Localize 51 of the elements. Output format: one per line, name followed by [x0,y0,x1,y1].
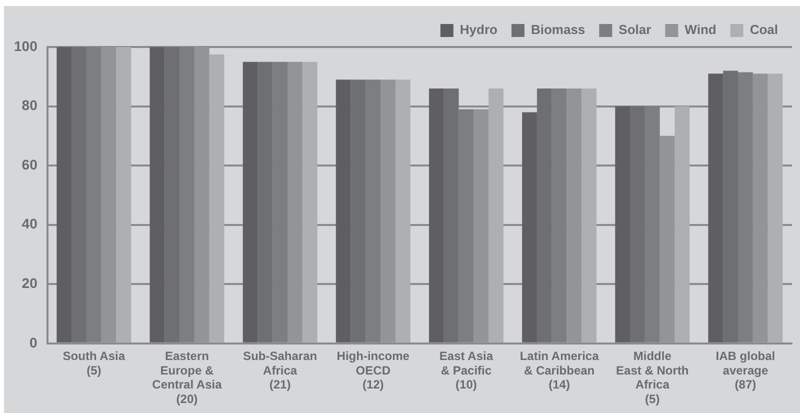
bar [458,109,474,342]
bar [116,47,132,342]
bar [768,74,783,342]
bar [366,80,381,342]
x-tick-label: Middle East & North Africa (5) [616,348,689,406]
bar [552,88,567,342]
bar [272,62,288,342]
bar [723,70,738,342]
x-tick-label: High-income OECD (12) [336,348,410,392]
y-tick-label: 0 [30,334,38,350]
x-tick-label: Sub-Saharan Africa (21) [243,348,318,392]
x-tick-label: IAB global average (87) [716,348,776,392]
bar [630,106,645,342]
legend-label: Solar [618,22,652,38]
bar [150,47,165,342]
bar [522,112,537,342]
x-tick-label: South Asia (5) [62,348,126,378]
bar [180,47,194,342]
bar [258,62,273,342]
bar [738,72,753,342]
bar [428,88,444,342]
bar [644,106,660,342]
x-tick-label: Latin America & Caribbean (14) [520,348,600,392]
legend-label: Wind [684,22,716,38]
bar [209,54,224,342]
bar [395,80,410,342]
bar [350,80,366,342]
bar [72,47,86,342]
bar [302,62,318,342]
y-tick-label: 20 [22,274,38,291]
bar [336,80,351,342]
x-tick-label: Eastern Europe & Central Asia (20) [152,348,222,406]
bar [708,74,724,342]
bar [674,106,690,342]
bar [488,88,504,342]
bar [164,47,180,342]
y-tick-label: 40 [22,216,38,232]
y-tick-label: 60 [22,156,38,172]
legend-label: Biomass [530,22,586,38]
bar [444,88,459,342]
y-tick-label: 100 [14,38,38,54]
bar [582,88,597,342]
legend-label: Hydro [460,22,498,38]
bar [615,106,630,342]
bar [242,62,258,342]
bar [86,47,102,342]
bar [56,47,72,342]
legend-label: Coal [750,22,778,38]
y-tick-label: 80 [22,97,38,114]
x-tick-label: East Asia & Pacific (10) [439,348,494,392]
bar [536,88,552,342]
